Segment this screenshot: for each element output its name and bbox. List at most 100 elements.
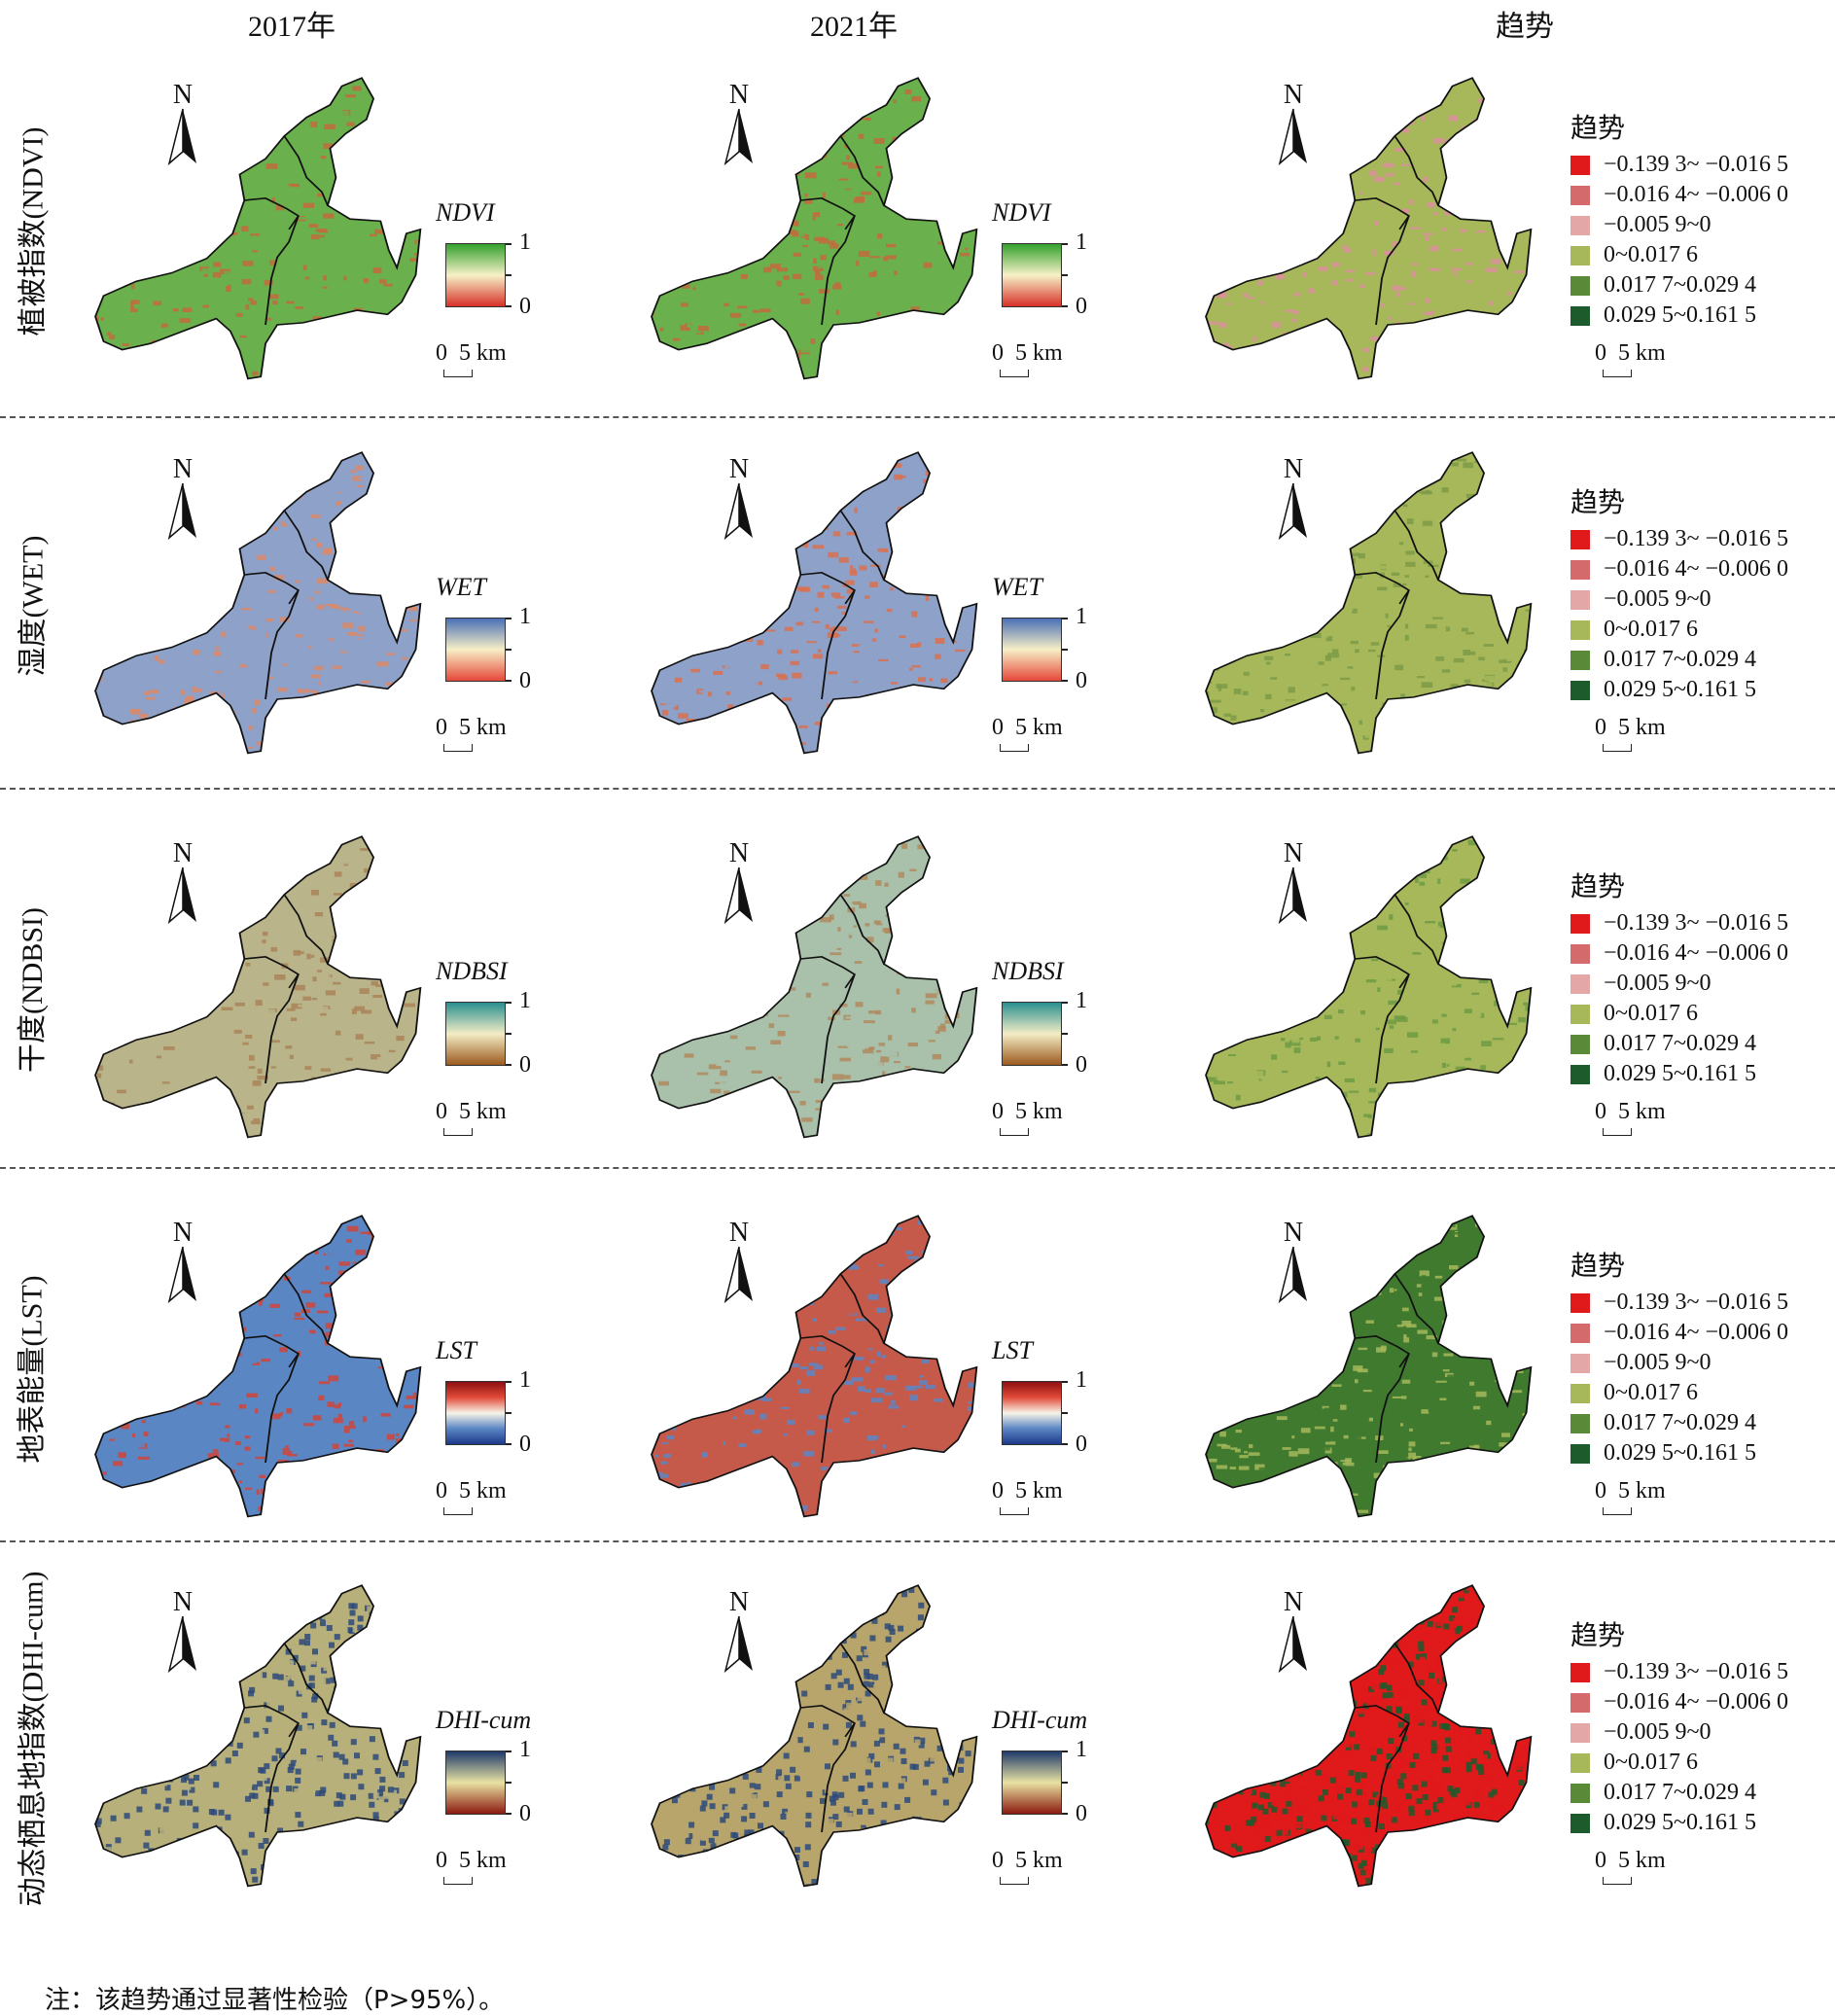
north-label: N: [1283, 454, 1304, 484]
north-label: N: [728, 1587, 750, 1617]
legend-item-label: 0.017 7~0.029 4: [1604, 647, 1756, 672]
legend-title: 趋势: [1570, 872, 1626, 902]
scale-bar: 0 5 km: [436, 1848, 507, 1885]
north-arrow: N: [718, 1218, 760, 1305]
north-arrow: N: [718, 838, 760, 926]
scale-bar: 0 5 km: [992, 715, 1063, 752]
north-arrow-icon: [1278, 1246, 1307, 1304]
legend-item: −0.139 3~ −0.016 5: [1570, 1657, 1788, 1687]
legend-swatch: [1570, 1034, 1590, 1054]
north-arrow: N: [161, 838, 204, 926]
legend-item-label: 0.017 7~0.029 4: [1604, 1410, 1756, 1435]
legend-item-label: −0.016 4~ −0.006 0: [1604, 182, 1789, 207]
north-arrow-icon: [167, 482, 196, 541]
north-arrow-icon: [723, 482, 753, 541]
north-arrow-icon: [723, 1615, 753, 1674]
map-map2021: [646, 834, 986, 1150]
legend-item: 0.017 7~0.029 4: [1570, 1778, 1788, 1808]
scale-bar-line: [1603, 1507, 1632, 1515]
column-header-2017: 2017年: [248, 11, 335, 43]
legend-item-label: 0.017 7~0.029 4: [1604, 1031, 1756, 1056]
legend-swatch: [1570, 1783, 1590, 1803]
column-header-trend: 趋势: [1496, 11, 1554, 43]
legend-item-label: −0.005 9~0: [1604, 971, 1711, 996]
legend-item: 0~0.017 6: [1570, 1378, 1788, 1408]
colorbar-max: 1: [1076, 1367, 1087, 1393]
map-map2021: [646, 450, 986, 766]
colorbar-max: 1: [1076, 604, 1087, 629]
legend-swatch: [1570, 1323, 1590, 1343]
scale-bar-line: [443, 1877, 473, 1885]
colorbar-max: 1: [1076, 988, 1087, 1013]
map-map2017: [89, 1583, 430, 1899]
north-arrow-icon: [167, 867, 196, 925]
legend-swatch: [1570, 680, 1590, 700]
row-divider: [0, 788, 1835, 790]
footnote: 注：该趋势通过显著性检验（P>95%）。: [45, 1986, 505, 2015]
legend-swatch: [1570, 275, 1590, 296]
legend-swatch: [1570, 529, 1590, 549]
scale-label: 0 5 km: [1595, 1478, 1666, 1503]
legend-item: −0.016 4~ −0.006 0: [1570, 554, 1788, 584]
scale-bar-line: [1603, 1128, 1632, 1136]
row-wet: 湿度(WET) N WET 1 0 0 5 km N WET 1 0: [0, 433, 1835, 807]
legend-swatch: [1570, 1064, 1590, 1084]
legend-item: 0~0.017 6: [1570, 999, 1788, 1029]
north-arrow-icon: [167, 1615, 196, 1674]
legend-item: −0.016 4~ −0.006 0: [1570, 180, 1788, 210]
row-ndvi: 植被指数(NDVI) N NDVI 1 0 0 5 km N NDVI 1 0: [0, 58, 1835, 433]
legend-swatch: [1570, 650, 1590, 670]
trend-legend: 趋势 −0.139 3~ −0.016 5 −0.016 4~ −0.006 0…: [1570, 481, 1788, 705]
map-map2021: [646, 1214, 986, 1530]
row-label: 干度(NDBSI): [17, 906, 49, 1073]
legend-item-label: −0.005 9~0: [1604, 1719, 1711, 1745]
legend-item: −0.005 9~0: [1570, 584, 1788, 615]
legend-item: −0.139 3~ −0.016 5: [1570, 150, 1788, 180]
panel-trend: N 趋势 −0.139 3~ −0.016 5 −0.016 4~ −0.006…: [1167, 817, 1788, 1191]
north-arrow-icon: [723, 867, 753, 925]
legend-item-label: −0.139 3~ −0.016 5: [1604, 1290, 1789, 1315]
legend-item-label: 0.029 5~0.161 5: [1604, 1061, 1756, 1086]
scale-label: 0 5 km: [436, 1478, 507, 1503]
map-map2017: [89, 450, 430, 766]
map-map2017: [89, 76, 430, 392]
panel-map2017: N LST 1 0 0 5 km: [56, 1196, 601, 1571]
colorbar-title: LST: [992, 1336, 1033, 1364]
colorbar-min: 0: [1076, 294, 1087, 319]
map-trend: [1200, 1583, 1540, 1899]
colorbar-title: DHI-cum: [436, 1706, 532, 1734]
scale-bar: 0 5 km: [1595, 1478, 1666, 1515]
legend-item-label: −0.005 9~0: [1604, 1350, 1711, 1375]
north-label: N: [728, 80, 750, 110]
colorbar-max: 1: [519, 230, 531, 255]
scale-label: 0 5 km: [992, 1099, 1063, 1124]
colorbar-min: 0: [519, 294, 531, 319]
colorbar-ramp: [1002, 1002, 1062, 1066]
colorbar-max: 1: [1076, 230, 1087, 255]
legend-swatch: [1570, 913, 1590, 934]
map-trend: [1200, 834, 1540, 1150]
colorbar-ramp: [445, 1002, 506, 1066]
scale-bar-line: [1000, 1877, 1029, 1885]
north-label: N: [1283, 1587, 1304, 1617]
row-dhi-cum: 动态栖息地指数(DHI-cum) N DHI-cum 1 0 0 5 km N …: [0, 1566, 1835, 1940]
scale-bar-line: [443, 370, 473, 377]
scale-label: 0 5 km: [1595, 340, 1666, 366]
scale-bar-line: [1000, 1507, 1029, 1515]
north-arrow: N: [718, 1587, 760, 1675]
legend-item: −0.016 4~ −0.006 0: [1570, 1687, 1788, 1717]
row-divider: [0, 1540, 1835, 1542]
colorbar-min: 0: [519, 1432, 531, 1457]
colorbar-max: 1: [519, 1737, 531, 1762]
legend-swatch: [1570, 1383, 1590, 1403]
north-label: N: [1283, 1218, 1304, 1248]
legend-title: 趋势: [1570, 114, 1626, 144]
north-arrow-icon: [1278, 1615, 1307, 1674]
colorbar-ramp: [445, 243, 506, 307]
legend-swatch: [1570, 559, 1590, 580]
legend-item: −0.016 4~ −0.006 0: [1570, 1318, 1788, 1348]
legend-swatch: [1570, 943, 1590, 964]
legend-title: 趋势: [1570, 1621, 1626, 1651]
scale-bar-line: [443, 1507, 473, 1515]
panel-map2021: N WET 1 0 0 5 km: [613, 433, 1157, 807]
